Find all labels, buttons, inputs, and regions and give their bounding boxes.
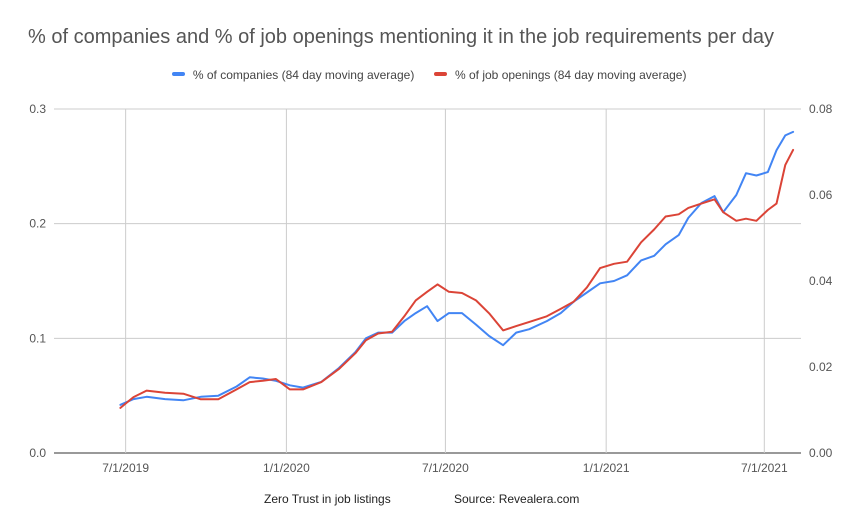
legend-label-job-openings: % of job openings (84 day moving average…: [455, 67, 687, 82]
series-line-job-openings: [119, 148, 795, 409]
legend-label-companies: % of companies (84 day moving average): [192, 67, 415, 82]
y-left-tick-label: 0.0: [29, 446, 46, 460]
x-tick-label: 1/1/2020: [263, 461, 310, 475]
y-right-tick-label: 0.06: [809, 188, 833, 202]
y-right-tick-label: 0.08: [809, 102, 833, 116]
y-left-tick-label: 0.1: [29, 331, 46, 345]
chart-title: % of companies and % of job openings men…: [28, 26, 775, 48]
x-tick-label: 7/1/2020: [422, 461, 469, 475]
y-right-tick-label: 0.00: [809, 446, 833, 460]
footer-source: Source: Revealera.com: [454, 492, 580, 506]
x-tick-label: 1/1/2021: [583, 461, 630, 475]
y-left-tick-label: 0.3: [29, 102, 46, 116]
legend-swatch-companies: [171, 71, 185, 76]
legend-item-companies[interactable]: % of companies (84 day moving average): [171, 67, 415, 82]
chart-legend: % of companies (84 day moving average) %…: [0, 67, 858, 82]
y-right-tick-label: 0.02: [809, 360, 833, 374]
legend-swatch-job-openings: [433, 71, 447, 76]
series-line-companies: [119, 130, 795, 406]
footer-chart-name: Zero Trust in job listings: [264, 492, 391, 506]
legend-item-job-openings[interactable]: % of job openings (84 day moving average…: [433, 67, 687, 82]
y-left-tick-label: 0.2: [29, 217, 46, 231]
y-right-tick-label: 0.04: [809, 274, 833, 288]
x-tick-label: 7/1/2019: [102, 461, 149, 475]
x-tick-label: 7/1/2021: [741, 461, 788, 475]
